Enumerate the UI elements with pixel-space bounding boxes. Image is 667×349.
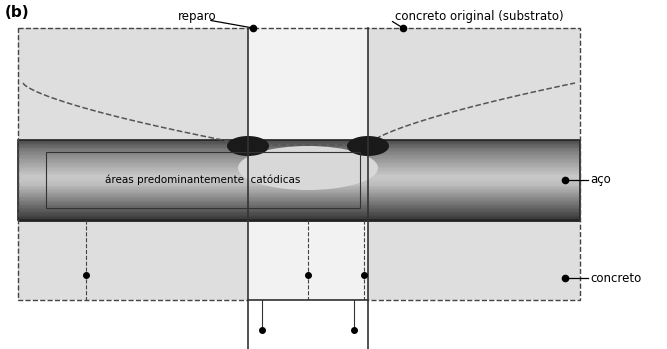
Bar bbox=[18, 215, 580, 216]
Bar bbox=[18, 140, 580, 142]
Bar bbox=[18, 148, 580, 150]
Bar bbox=[18, 210, 580, 212]
Text: (b): (b) bbox=[5, 5, 29, 20]
Bar bbox=[18, 154, 580, 155]
Bar bbox=[18, 171, 580, 173]
Bar bbox=[18, 212, 580, 214]
Bar bbox=[18, 163, 580, 165]
Bar bbox=[18, 218, 580, 221]
Bar bbox=[18, 149, 580, 151]
Bar bbox=[18, 174, 580, 176]
Bar bbox=[18, 28, 580, 300]
Bar bbox=[18, 160, 580, 162]
Bar bbox=[18, 204, 580, 206]
Bar bbox=[18, 193, 580, 195]
Bar bbox=[18, 158, 580, 159]
Bar bbox=[46, 152, 360, 208]
Bar bbox=[18, 141, 580, 143]
Bar bbox=[18, 216, 580, 218]
Bar bbox=[18, 213, 580, 215]
Bar bbox=[18, 201, 580, 203]
Bar bbox=[18, 209, 580, 211]
Bar bbox=[18, 181, 580, 183]
Bar bbox=[18, 177, 580, 178]
Bar bbox=[18, 166, 580, 168]
Bar bbox=[18, 197, 580, 199]
Bar bbox=[18, 162, 580, 164]
Bar bbox=[18, 140, 580, 220]
Bar bbox=[18, 170, 580, 172]
Bar bbox=[18, 169, 580, 170]
Bar bbox=[18, 185, 580, 187]
Bar bbox=[18, 186, 580, 188]
Bar bbox=[248, 28, 368, 300]
Bar bbox=[18, 159, 580, 161]
Bar bbox=[18, 194, 580, 196]
Bar bbox=[18, 172, 580, 174]
Bar bbox=[18, 183, 580, 185]
Bar bbox=[18, 167, 580, 169]
Bar bbox=[248, 300, 368, 349]
Bar bbox=[18, 217, 580, 219]
Bar bbox=[18, 151, 580, 153]
Bar bbox=[18, 208, 580, 210]
Ellipse shape bbox=[347, 136, 389, 156]
Bar bbox=[18, 146, 580, 147]
Bar bbox=[18, 202, 580, 204]
Bar bbox=[18, 200, 580, 201]
Bar bbox=[18, 175, 580, 177]
Bar bbox=[18, 28, 580, 300]
Text: concreto: concreto bbox=[590, 272, 641, 284]
Bar bbox=[18, 198, 580, 200]
Bar bbox=[18, 189, 580, 191]
Bar bbox=[18, 156, 580, 158]
Bar bbox=[18, 195, 580, 198]
Bar bbox=[18, 155, 580, 157]
Bar bbox=[18, 178, 580, 180]
Bar bbox=[18, 144, 580, 146]
Text: áreas predominantemente  catódicas: áreas predominantemente catódicas bbox=[105, 175, 301, 185]
Bar bbox=[18, 205, 580, 207]
Text: concreto original (substrato): concreto original (substrato) bbox=[395, 10, 564, 23]
Bar bbox=[18, 207, 580, 208]
Bar bbox=[18, 152, 580, 154]
Text: reparo: reparo bbox=[178, 10, 217, 23]
Bar bbox=[18, 190, 580, 192]
Bar bbox=[18, 147, 580, 149]
Bar bbox=[18, 187, 580, 189]
Bar bbox=[18, 143, 580, 144]
Bar bbox=[18, 179, 580, 181]
Ellipse shape bbox=[227, 136, 269, 156]
Bar bbox=[18, 182, 580, 184]
Bar bbox=[18, 220, 580, 222]
Bar bbox=[18, 164, 580, 166]
Bar bbox=[18, 192, 580, 193]
Ellipse shape bbox=[238, 146, 378, 190]
Text: aço: aço bbox=[590, 173, 611, 186]
